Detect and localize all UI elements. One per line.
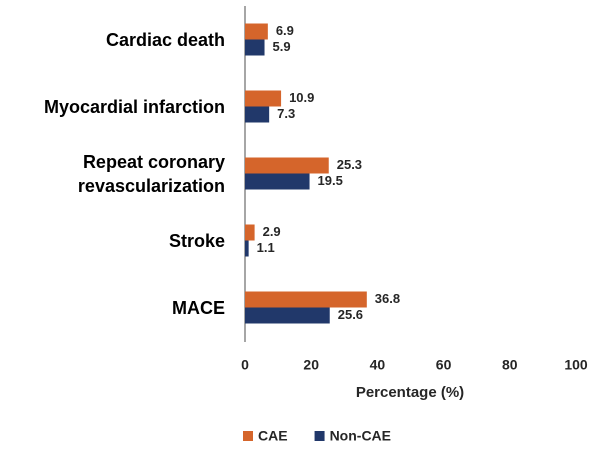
bar	[245, 23, 268, 40]
value-label: 5.9	[273, 39, 291, 54]
x-tick-label: 20	[303, 357, 319, 373]
legend-swatch	[243, 431, 253, 441]
value-label: 6.9	[276, 23, 294, 38]
value-label: 10.9	[289, 90, 314, 105]
category-label: Cardiac death	[105, 29, 225, 50]
x-tick-label: 60	[436, 357, 452, 373]
x-tick-label: 80	[502, 357, 518, 373]
bar	[245, 106, 270, 123]
value-label: 19.5	[318, 173, 343, 188]
value-label: 1.1	[257, 240, 275, 255]
category-label: Myocardial infarction	[43, 96, 225, 117]
x-tick-label: 100	[564, 357, 588, 373]
category-label: Repeat coronary revascularization	[77, 151, 225, 196]
bar	[245, 90, 282, 107]
legend-swatch	[314, 431, 325, 441]
value-label: 7.3	[277, 106, 295, 121]
legend-label: CAE	[258, 428, 288, 444]
bar	[245, 224, 255, 241]
value-label: 36.8	[375, 291, 400, 306]
bar	[245, 291, 367, 308]
bar	[245, 39, 265, 56]
bar	[245, 157, 329, 174]
x-tick-label: 40	[370, 357, 386, 373]
x-axis-title: Percentage (%)	[356, 384, 464, 401]
category-label: MACE	[172, 297, 225, 318]
bar	[245, 240, 249, 257]
category-label: Stroke	[168, 230, 225, 251]
value-label: 25.6	[338, 307, 363, 322]
legend-label: Non-CAE	[330, 428, 391, 444]
value-label: 25.3	[337, 157, 362, 172]
value-label: 2.9	[263, 224, 281, 239]
x-tick-label: 0	[241, 357, 249, 373]
bar	[245, 173, 310, 190]
bar	[245, 307, 330, 324]
